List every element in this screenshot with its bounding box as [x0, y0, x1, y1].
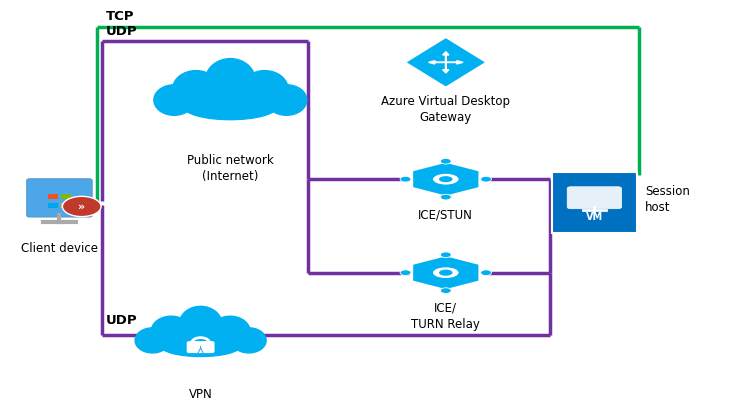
Ellipse shape [179, 306, 222, 342]
Text: Public network
(Internet): Public network (Internet) [187, 154, 273, 183]
Circle shape [481, 176, 491, 182]
Polygon shape [412, 255, 479, 290]
FancyBboxPatch shape [48, 194, 58, 199]
FancyArrow shape [429, 61, 446, 64]
FancyBboxPatch shape [27, 179, 92, 217]
Ellipse shape [231, 328, 266, 353]
Text: Client device: Client device [21, 241, 98, 255]
Ellipse shape [154, 85, 195, 115]
Ellipse shape [172, 71, 219, 108]
Text: VM: VM [585, 213, 603, 223]
Text: ICE/
TURN Relay: ICE/ TURN Relay [412, 302, 480, 331]
Circle shape [62, 196, 101, 217]
FancyBboxPatch shape [61, 194, 71, 199]
Circle shape [400, 270, 411, 275]
FancyBboxPatch shape [551, 172, 637, 233]
Ellipse shape [160, 335, 241, 356]
Text: »: » [78, 201, 85, 211]
Ellipse shape [266, 85, 307, 115]
FancyBboxPatch shape [48, 203, 58, 208]
FancyBboxPatch shape [567, 187, 622, 209]
Text: Session
host: Session host [645, 185, 690, 214]
Ellipse shape [151, 316, 191, 346]
Polygon shape [412, 162, 479, 196]
Ellipse shape [210, 316, 250, 346]
Circle shape [441, 288, 451, 294]
Ellipse shape [432, 267, 459, 279]
Circle shape [400, 176, 411, 182]
Circle shape [441, 158, 451, 164]
Ellipse shape [241, 71, 288, 108]
FancyArrow shape [443, 62, 449, 73]
Text: UDP: UDP [106, 314, 137, 327]
FancyArrow shape [446, 61, 463, 64]
FancyArrow shape [443, 52, 449, 62]
Text: UDP: UDP [106, 25, 137, 38]
Text: Azure Virtual Desktop
Gateway: Azure Virtual Desktop Gateway [381, 95, 510, 124]
FancyBboxPatch shape [187, 342, 214, 352]
Ellipse shape [135, 328, 170, 353]
Text: TCP: TCP [106, 10, 134, 23]
Polygon shape [405, 37, 487, 88]
Text: ICE/STUN: ICE/STUN [418, 209, 473, 221]
Ellipse shape [432, 173, 459, 185]
Ellipse shape [439, 269, 452, 276]
FancyBboxPatch shape [61, 203, 71, 208]
Circle shape [441, 252, 451, 257]
Text: VPN: VPN [189, 388, 212, 401]
Ellipse shape [439, 176, 452, 182]
Ellipse shape [205, 59, 256, 102]
Circle shape [441, 194, 451, 200]
Ellipse shape [184, 93, 277, 119]
Circle shape [481, 270, 491, 275]
